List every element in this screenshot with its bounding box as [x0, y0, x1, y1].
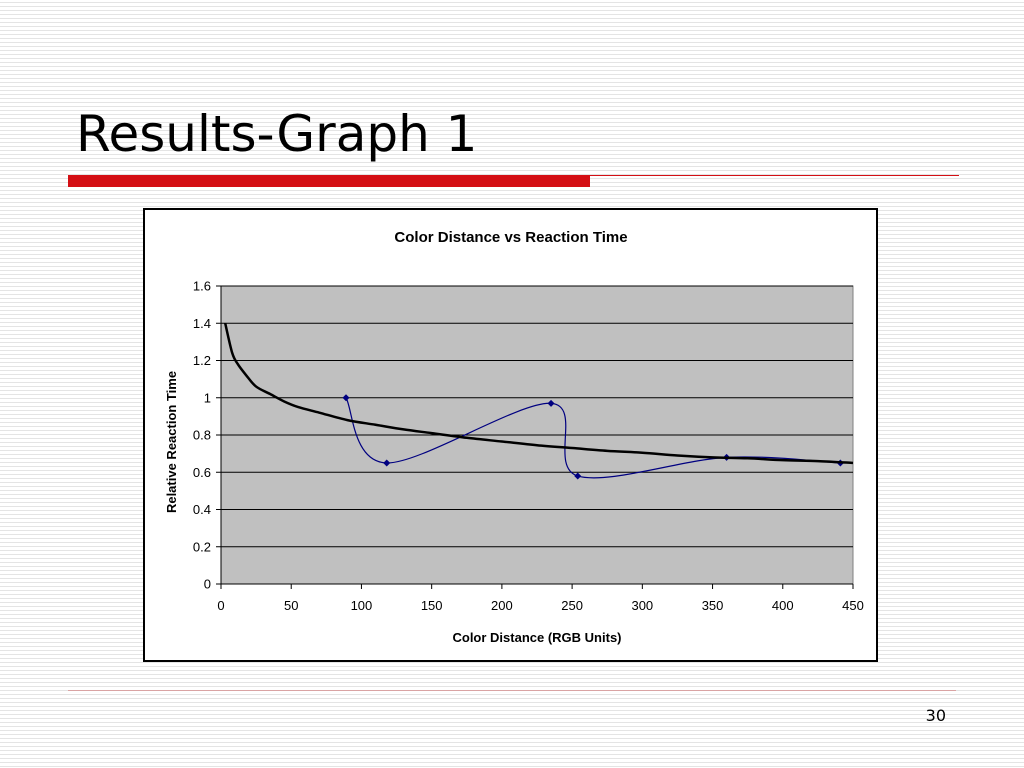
y-tick-label: 1.6 [193, 279, 211, 294]
x-tick-label: 300 [631, 598, 653, 613]
chart-title: Color Distance vs Reaction Time [394, 229, 627, 246]
y-tick-label: 0.8 [193, 428, 211, 443]
chart-frame: Color Distance vs Reaction Time Color Di… [143, 208, 878, 662]
x-tick-label: 50 [284, 598, 298, 613]
data-point-marker [574, 472, 582, 480]
y-tick-label: 0.6 [193, 465, 211, 480]
x-tick-label: 100 [351, 598, 373, 613]
page-number: 30 [925, 706, 946, 725]
y-tick-label: 0 [204, 577, 211, 592]
data-point-marker [547, 399, 555, 407]
x-tick-label: 350 [702, 598, 724, 613]
title-rule-thin [68, 175, 959, 176]
y-tick-label: 1.4 [193, 316, 211, 331]
y-tick-label: 0.2 [193, 539, 211, 554]
trendline [223, 322, 854, 465]
x-tick-label: 200 [491, 598, 513, 613]
slide-title: Results-Graph 1 [76, 105, 478, 163]
x-tick-label: 250 [561, 598, 583, 613]
y-tick-label: 0.4 [193, 502, 211, 517]
data-point-marker [383, 459, 391, 467]
x-tick-label: 0 [217, 598, 224, 613]
x-tick-label: 150 [421, 598, 443, 613]
footer-rule [68, 690, 956, 691]
y-tick-label: 1 [204, 390, 211, 405]
x-axis-title: Color Distance (RGB Units) [452, 630, 621, 645]
y-axis-title: Relative Reaction Time [164, 371, 179, 513]
x-tick-label: 400 [772, 598, 794, 613]
data-point-marker [342, 394, 350, 402]
x-tick-label: 450 [842, 598, 864, 613]
chart: Color Distance vs Reaction Time Color Di… [164, 229, 864, 645]
y-tick-label: 1.2 [193, 353, 211, 368]
title-rule-accent [68, 176, 590, 187]
